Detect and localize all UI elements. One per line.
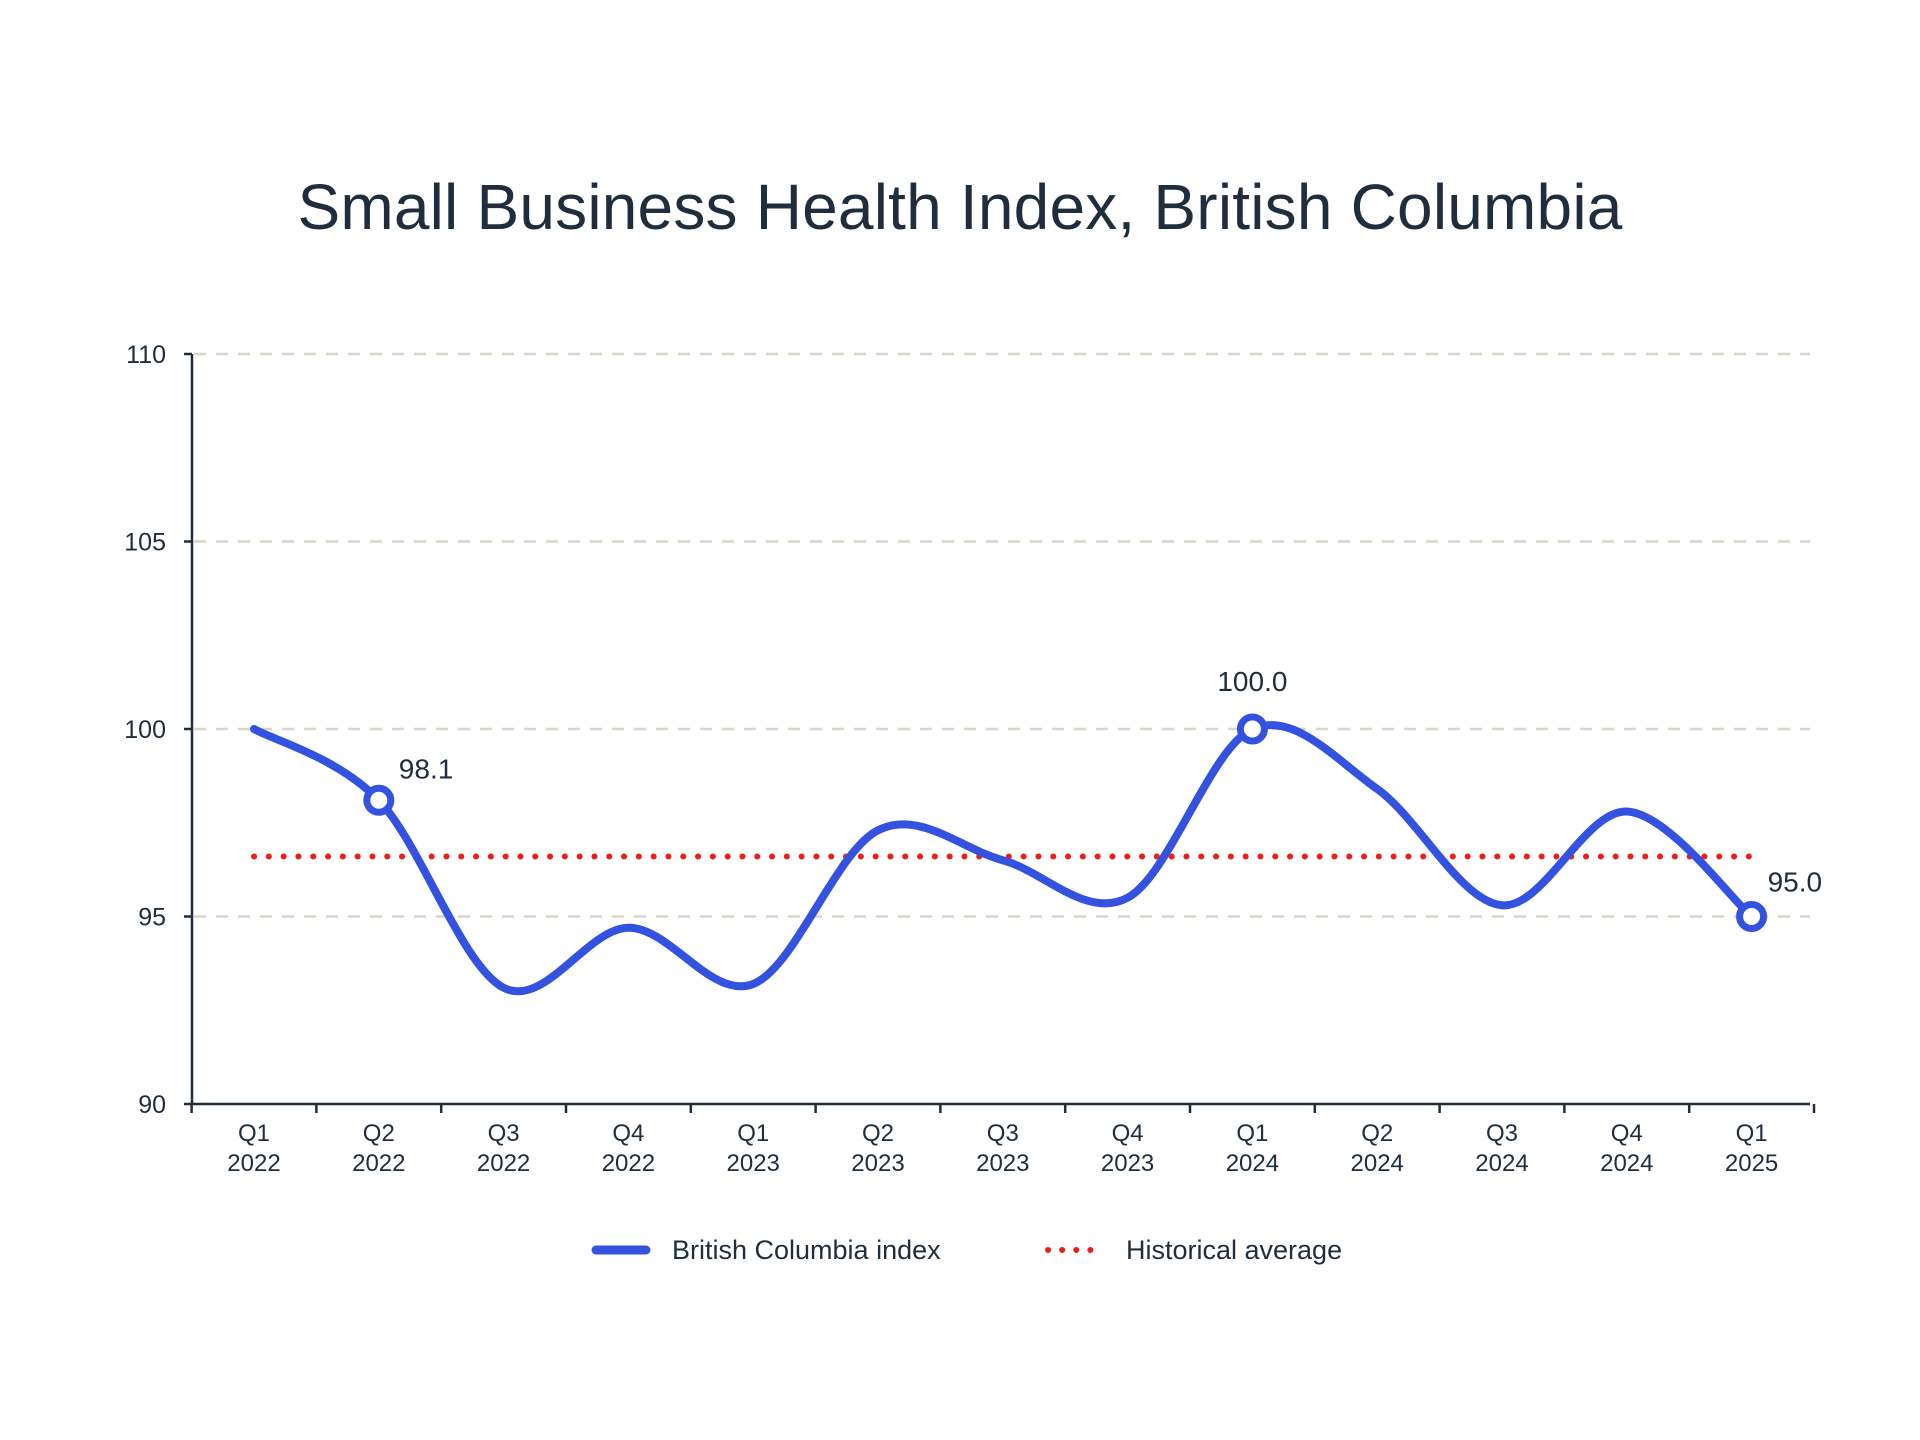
data-point-marker — [363, 784, 395, 816]
data-point-marker — [1736, 901, 1768, 932]
y-tick-label: 100 — [124, 716, 166, 744]
y-tick-label: 110 — [126, 341, 166, 369]
x-tick-label: Q4 2024 — [1600, 1120, 1653, 1177]
data-label: 95.0 — [1768, 867, 1823, 898]
y-tick-label: 105 — [124, 529, 166, 557]
x-tick-label: Q2 2022 — [352, 1120, 405, 1177]
x-tick-label: Q4 2022 — [602, 1120, 655, 1177]
legend-label-index: British Columbia index — [672, 1235, 941, 1265]
x-tick-label: Q2 2024 — [1351, 1120, 1404, 1177]
index-line — [250, 721, 1756, 996]
y-tick-label: 95 — [138, 904, 166, 932]
legend: British Columbia index Historical average — [591, 1235, 1342, 1265]
x-tick-label: Q1 2022 — [227, 1120, 280, 1177]
data-labels: 98.1 100.0 95.0 — [399, 666, 1822, 898]
data-point-marker — [1236, 713, 1268, 745]
data-label: 98.1 — [399, 753, 454, 784]
grid-lines — [194, 352, 1810, 918]
x-tick-label: Q3 2023 — [976, 1120, 1029, 1177]
x-tick-label: Q3 2022 — [477, 1120, 530, 1177]
x-tick-label: Q1 2024 — [1226, 1120, 1279, 1177]
x-tick-label: Q1 2023 — [727, 1120, 780, 1177]
x-tick-label: Q2 2023 — [851, 1120, 904, 1177]
x-tick-label: Q3 2024 — [1475, 1120, 1528, 1177]
y-tick-label: 90 — [138, 1091, 166, 1119]
axes: 90 95 100 105 110 Q1 2022 Q2 2022 Q3 2022 Q4 2022 Q1 2… — [124, 341, 1816, 1177]
x-tick-label: Q1 2025 — [1725, 1120, 1778, 1177]
chart-title: Small Business Health Index, British Col… — [297, 171, 1623, 243]
data-label: 100.0 — [1217, 666, 1287, 697]
legend-label-average: Historical average — [1126, 1235, 1342, 1265]
index-series — [250, 713, 1768, 996]
x-tick-label: Q4 2023 — [1101, 1120, 1154, 1177]
